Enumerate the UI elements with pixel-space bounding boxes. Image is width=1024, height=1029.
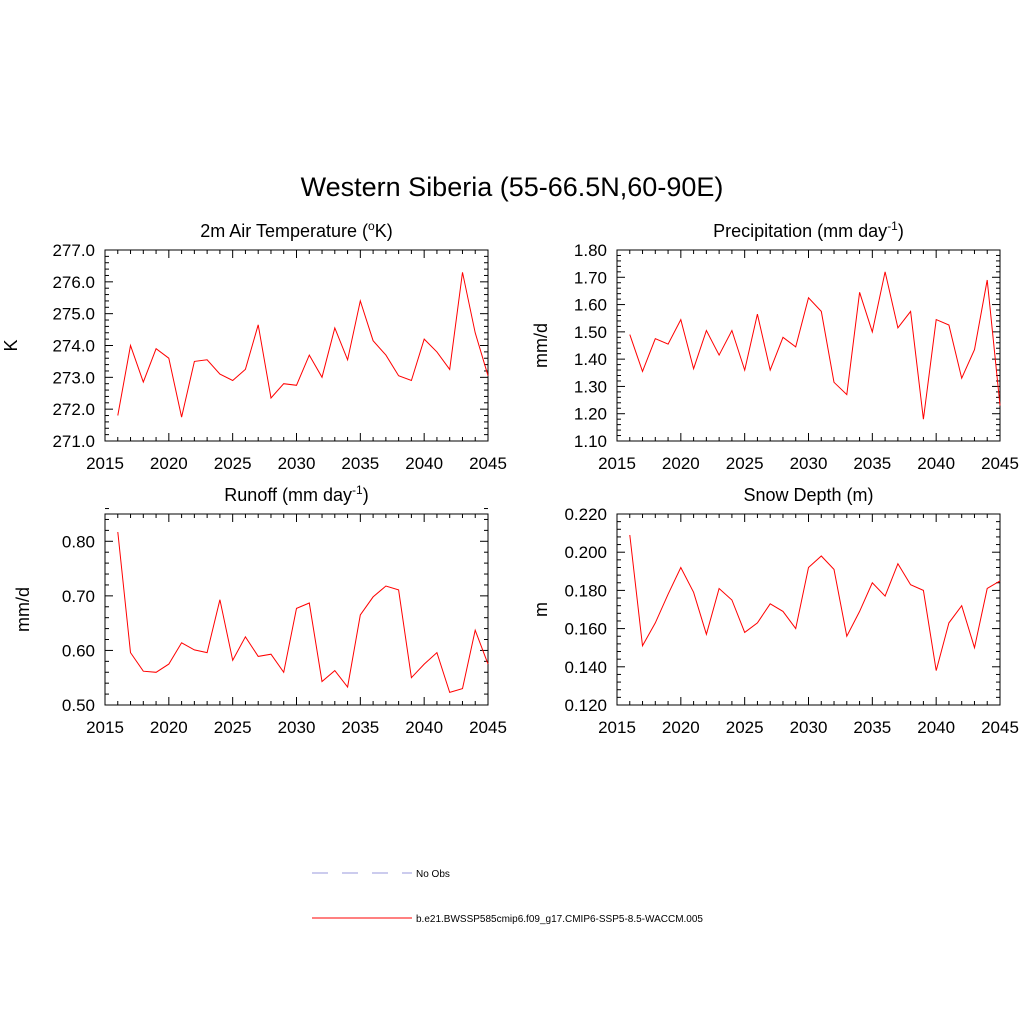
x-tick-label: 2025: [726, 454, 764, 473]
y-axis-label: K: [1, 339, 21, 351]
panel-title: Snow Depth (m): [743, 485, 873, 505]
panel-3: Runoff (mm day-1) 2015 2020 2025 2030 2035 204…: [13, 483, 507, 737]
y-tick-label: 1.70: [574, 268, 607, 287]
x-tick-label: 2030: [790, 454, 828, 473]
y-tick-label: 274.0: [52, 337, 95, 356]
x-tick-label: 2015: [86, 454, 124, 473]
panel-title-main: Precipitation (mm day: [713, 221, 887, 241]
y-tick-label: 0.180: [564, 581, 607, 600]
panel-title-superscript: -1: [887, 219, 898, 233]
legend-label: b.e21.BWSSP585cmip6.f09_g17.CMIP6-SSP5-8…: [416, 914, 703, 925]
legend-label: No Obs: [416, 869, 450, 880]
x-tick-label: 2035: [341, 454, 379, 473]
y-tick-label: 1.60: [574, 296, 607, 315]
plot-frame: [616, 249, 1001, 442]
panel-title: Runoff (mm day-1): [224, 483, 368, 505]
x-tick-label: 2030: [790, 718, 828, 737]
panel-title-superscript: -1: [352, 483, 363, 497]
y-tick-label: 0.70: [62, 587, 95, 606]
legend-item-2: b.e21.BWSSP585cmip6.f09_g17.CMIP6-SSP5-8…: [312, 914, 703, 925]
panel-title: 2m Air Temperature (oK): [200, 219, 392, 241]
y-tick-label: 275.0: [52, 305, 95, 324]
x-tick-label: 2035: [853, 454, 891, 473]
main-title: Western Siberia (55-66.5N,60-90E): [301, 172, 724, 202]
panel-title-main: Runoff (mm day: [224, 485, 352, 505]
panel-title-main: Snow Depth (m): [743, 485, 873, 505]
y-tick-label: 0.120: [564, 696, 607, 715]
series-line: [629, 534, 1001, 671]
y-tick-label: 1.20: [574, 405, 607, 424]
x-tick-label: 2025: [214, 454, 252, 473]
legend: No Obs b.e21.BWSSP585cmip6.f09_g17.CMIP6-…: [312, 869, 703, 925]
y-axis-label: m: [531, 602, 551, 617]
y-tick-label: 0.60: [62, 641, 95, 660]
x-tick-label: 2030: [278, 454, 316, 473]
y-tick-label: 1.40: [574, 350, 607, 369]
x-tick-label: 2020: [150, 454, 188, 473]
y-tick-label: 1.50: [574, 323, 607, 342]
y-tick-label: 0.220: [564, 505, 607, 524]
x-tick-label: 2040: [405, 454, 443, 473]
y-tick-label: 0.140: [564, 658, 607, 677]
y-tick-label: 0.200: [564, 543, 607, 562]
y-tick-label: 272.0: [52, 400, 95, 419]
panel-title-superscript: o: [368, 219, 375, 233]
x-tick-label: 2035: [341, 718, 379, 737]
x-tick-label: 2045: [469, 454, 507, 473]
series-line: [117, 531, 489, 694]
panel-title-suffix: ): [898, 221, 904, 241]
y-tick-label: 1.80: [574, 241, 607, 260]
x-tick-label: 2020: [150, 718, 188, 737]
panel-title-suffix: ): [363, 485, 369, 505]
y-axis-label: mm/d: [13, 587, 33, 632]
panel-4: Snow Depth (m) 2015 2020 2025 2030 2035 2040 20…: [531, 485, 1019, 737]
x-tick-label: 2015: [86, 718, 124, 737]
x-tick-label: 2025: [726, 718, 764, 737]
x-tick-label: 2045: [981, 718, 1019, 737]
x-tick-label: 2025: [214, 718, 252, 737]
y-axis-label: mm/d: [531, 323, 551, 368]
x-tick-label: 2015: [598, 454, 636, 473]
x-tick-label: 2045: [469, 718, 507, 737]
panel-title-suffix: K): [375, 221, 393, 241]
y-tick-label: 276.0: [52, 273, 95, 292]
y-tick-label: 277.0: [52, 241, 95, 260]
y-tick-label: 1.30: [574, 377, 607, 396]
panel-title: Precipitation (mm day-1): [713, 219, 904, 241]
y-tick-label: 0.50: [62, 696, 95, 715]
x-tick-label: 2040: [405, 718, 443, 737]
x-tick-label: 2015: [598, 718, 636, 737]
series-line: [629, 271, 1001, 420]
x-tick-label: 2035: [853, 718, 891, 737]
legend-item-1: No Obs: [312, 869, 450, 880]
x-tick-label: 2030: [278, 718, 316, 737]
panel-title-main: 2m Air Temperature (: [200, 221, 368, 241]
y-tick-label: 0.160: [564, 620, 607, 639]
y-tick-label: 273.0: [52, 368, 95, 387]
x-tick-label: 2040: [917, 718, 955, 737]
series-line: [117, 272, 489, 418]
x-tick-label: 2020: [662, 718, 700, 737]
y-tick-label: 0.80: [62, 532, 95, 551]
panels: 2m Air Temperature (oK)2015 2020 2025 2030 2…: [1, 219, 1019, 737]
y-tick-label: 271.0: [52, 432, 95, 451]
panel-2: Precipitation (mm day-1) 2015 2020 2025 2030…: [531, 219, 1019, 473]
x-tick-label: 2020: [662, 454, 700, 473]
x-tick-label: 2045: [981, 454, 1019, 473]
x-tick-label: 2040: [917, 454, 955, 473]
panel-1: 2m Air Temperature (oK) 2015 2020 2025 2030 2…: [1, 219, 507, 473]
y-tick-label: 1.10: [574, 432, 607, 451]
plot-frame: [616, 513, 1001, 706]
